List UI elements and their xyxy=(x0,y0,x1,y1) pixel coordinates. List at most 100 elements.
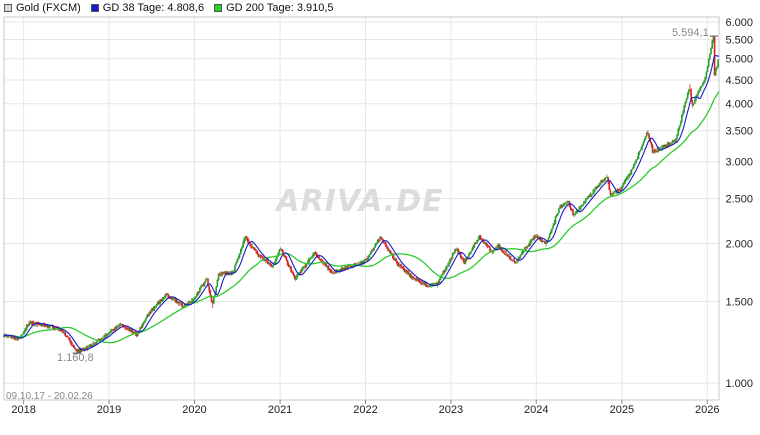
legend-item-gd200: GD 200 Tage: 3.910,5 xyxy=(214,2,334,14)
candle-body xyxy=(657,150,660,152)
candle-body xyxy=(441,273,443,276)
candle-body xyxy=(45,325,48,327)
candle-body xyxy=(680,114,683,123)
candle-body xyxy=(24,329,27,332)
candle-body xyxy=(330,269,332,273)
candle-body xyxy=(473,242,476,245)
x-tick-label: 2025 xyxy=(610,404,634,416)
candle-body xyxy=(134,332,137,333)
candle-body xyxy=(548,234,551,239)
candle-body xyxy=(408,273,411,275)
candle-body xyxy=(16,338,19,339)
candle-body xyxy=(704,76,706,82)
candle-body xyxy=(361,261,364,264)
candle-body xyxy=(716,66,718,69)
candle-body xyxy=(314,252,317,254)
candle-body xyxy=(567,201,570,203)
x-tick-label: 2023 xyxy=(439,404,463,416)
candle-body xyxy=(147,314,150,316)
candle-body xyxy=(305,264,308,268)
candle-body xyxy=(179,302,181,304)
candle-body xyxy=(697,91,699,95)
candle-body xyxy=(381,237,384,240)
candle-body xyxy=(308,258,311,260)
candle-body xyxy=(668,142,670,145)
candle-body xyxy=(258,254,261,257)
candle-body xyxy=(154,305,157,307)
candle-body xyxy=(675,138,677,142)
candle-body xyxy=(327,266,330,269)
candle-body xyxy=(712,37,715,41)
candle-body xyxy=(298,272,301,275)
candle-body xyxy=(470,251,473,253)
candle-body xyxy=(70,341,72,345)
candle-body xyxy=(395,259,398,262)
candle-body xyxy=(346,266,349,269)
candle-body xyxy=(714,68,717,76)
candle-body xyxy=(30,321,33,324)
candle-body xyxy=(403,269,406,273)
candle-body xyxy=(397,265,400,267)
x-tick-label: 2022 xyxy=(353,404,377,416)
candle-body xyxy=(91,345,94,347)
candle-body xyxy=(707,59,710,67)
candle-body xyxy=(208,285,210,291)
candle-body xyxy=(689,89,691,91)
candle-body xyxy=(255,249,257,251)
candlesticks xyxy=(3,35,719,354)
gd200-line xyxy=(3,91,720,344)
candle-body xyxy=(106,335,109,336)
candle-body xyxy=(77,351,79,353)
legend-swatch-gd200 xyxy=(214,4,223,12)
candle-body xyxy=(223,271,226,274)
candle-body xyxy=(271,265,274,267)
candle-body xyxy=(599,183,601,186)
candle-body xyxy=(638,150,641,153)
candle-body xyxy=(131,328,133,333)
candle-body xyxy=(516,261,518,263)
candle-body xyxy=(152,308,154,311)
candle-body xyxy=(414,278,416,279)
candle-body xyxy=(534,236,537,238)
candle-body xyxy=(366,259,368,260)
candle-body xyxy=(304,266,306,268)
candle-body xyxy=(373,247,375,251)
candle-body xyxy=(510,259,512,261)
candle-body xyxy=(337,269,339,271)
candle-body xyxy=(181,303,184,308)
candle-body xyxy=(183,303,186,307)
candle-body xyxy=(423,282,426,283)
candle-body xyxy=(162,297,165,299)
candle-body xyxy=(325,263,327,268)
candle-body xyxy=(553,223,556,226)
candle-body xyxy=(349,265,352,267)
candle-body xyxy=(331,272,333,274)
candle-body xyxy=(587,195,590,199)
y-tick-label: 1.000 xyxy=(725,378,753,390)
candle-body xyxy=(406,269,408,271)
candle-body xyxy=(83,348,85,351)
candle-body xyxy=(65,335,68,337)
candle-body xyxy=(213,297,215,304)
candle-body xyxy=(549,231,552,235)
y-tick-label: 3.500 xyxy=(725,126,753,138)
candle-body xyxy=(580,205,582,207)
candle-body xyxy=(276,256,278,259)
candle-body xyxy=(146,314,148,318)
candle-body xyxy=(478,235,481,240)
candle-body xyxy=(234,265,236,272)
candle-body xyxy=(195,296,198,298)
candle-body xyxy=(264,259,267,261)
candle-body xyxy=(526,245,529,248)
candle-body xyxy=(94,343,97,345)
candle-body xyxy=(344,267,346,269)
candle-body xyxy=(642,142,644,146)
candle-body xyxy=(75,349,77,351)
candle-body xyxy=(82,348,84,351)
candle-body xyxy=(686,93,689,99)
x-tick-label: 2026 xyxy=(695,404,719,416)
candle-body xyxy=(443,270,446,272)
candle-body xyxy=(454,249,456,254)
candle-body xyxy=(678,125,681,129)
